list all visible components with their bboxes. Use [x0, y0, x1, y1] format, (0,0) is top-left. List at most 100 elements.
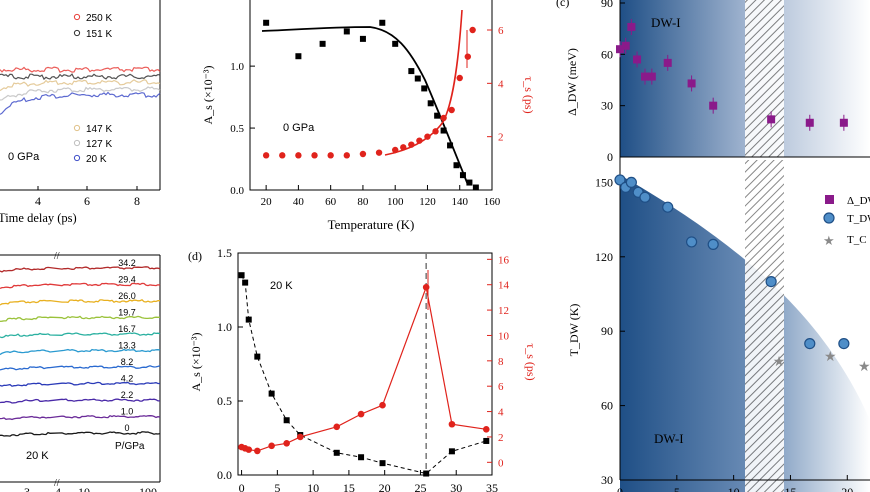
- panel-d-condition-label: 20 K: [270, 280, 293, 292]
- panel-b-tau-point: [343, 152, 350, 159]
- panel-bl-pressure-label: 4.2: [121, 374, 134, 384]
- panel-c-tdw-point: [838, 338, 850, 350]
- panel-b-x-tick-label: 140: [451, 196, 468, 208]
- panel-a-x-tick-label: 8: [134, 194, 140, 208]
- panel-c-bottom-x-tick-label: 0: [617, 485, 623, 492]
- panel-bl-trace-2.2: [0, 398, 161, 404]
- panel-c-bottom-x-tick-label: 5: [674, 485, 680, 492]
- panel-bl-legend-title: P/GPa: [115, 441, 145, 452]
- panel-d-tau-point: [296, 433, 304, 441]
- panel-d-right-y-tick-label: 16: [498, 254, 510, 266]
- panel-a-condition-label: 0 GPa: [8, 151, 40, 163]
- panel-bl-x-tick-label: 10: [78, 485, 90, 492]
- panel-b-as-point: [440, 127, 447, 134]
- panel-a: 250 K 151 K 147 K 127 K 20 K 0 GPa 4 6 8 Tim…: [0, 0, 161, 225]
- panel-b-right-y-ticks: 2 4 6: [487, 25, 504, 144]
- panel-c-delta-point: [641, 72, 649, 81]
- panel-d-tau-point: [333, 423, 341, 431]
- panel-b-as-point: [408, 68, 415, 75]
- panel-bl-trace-16.7: [0, 332, 161, 339]
- panel-c: (c) DW-I Δ_DW (meV) 0 30 60 90 T_DW (K) DW-…: [556, 0, 870, 492]
- panel-a-legend-marker: [73, 124, 81, 132]
- panel-d-tau-point: [357, 410, 365, 418]
- panel-d-tau-point: [422, 283, 430, 291]
- panel-d-y-tick-label: 1.5: [217, 246, 232, 260]
- panel-c-bottom-y-label: T_DW (K): [567, 304, 581, 357]
- panel-c-top-points: [616, 18, 848, 131]
- panel-a-trace-20K: [0, 91, 161, 115]
- panel-a-x-label: Time delay (ps): [0, 211, 77, 225]
- panel-c-delta-point: [647, 72, 656, 81]
- panel-b-as-point: [359, 35, 366, 42]
- panel-c-bottom-x-tick-label: 20: [841, 485, 853, 492]
- panel-b-as-point: [466, 179, 473, 186]
- panel-bl-axis-break-bottom: //: [54, 478, 60, 489]
- legend-star-marker: ★: [823, 233, 835, 248]
- panel-b-y-ticks: 0.0 0.5 1.0: [230, 61, 255, 197]
- panel-d-tau-point: [254, 447, 261, 455]
- panel-c-delta-point: [767, 115, 776, 124]
- panel-b-tau-point: [375, 149, 383, 156]
- panel-d-right-y-tick-label: 4: [498, 407, 504, 419]
- panel-d-right-y-tick-label: 10: [498, 330, 510, 342]
- panel-b-tau-point: [279, 152, 286, 159]
- panel-bl-trace-8.2: [0, 365, 161, 371]
- panel-c-bottom-region-label: DW-I: [654, 431, 684, 446]
- panel-b-tau-point: [456, 74, 463, 82]
- panel-a-trace-127K: [0, 86, 161, 101]
- panel-a-trace-151K: [0, 73, 161, 81]
- panel-d-right-y-label: τ_s (ps): [524, 343, 538, 380]
- panel-b-tau-point: [448, 106, 455, 114]
- legend-label-tdw: T_DW: [847, 213, 870, 225]
- panel-a-trace-250K: [0, 66, 161, 73]
- panel-b-tau-point: [295, 152, 302, 159]
- panel-d-x-tick-label: 35: [486, 481, 498, 492]
- panel-d-tau-point: [245, 446, 253, 453]
- panel-c-tdw-point: [765, 276, 777, 288]
- panel-d-as-point: [448, 448, 455, 455]
- panel-d-tau-point: [268, 442, 275, 450]
- panel-b-tau-point: [327, 152, 334, 159]
- panel-bl-pressure-label: 0: [124, 423, 129, 433]
- panel-a-legend: 250 K 151 K 147 K 127 K 20 K: [73, 13, 112, 165]
- panel-b-tau-point: [400, 144, 407, 151]
- panel-b-as-point: [453, 162, 460, 169]
- panel-b-frame: [249, 0, 493, 191]
- panel-bl-pressure-label: 29.4: [118, 275, 136, 285]
- panel-bl-pressure-label: 34.2: [118, 258, 136, 268]
- panel-bl-pressure-label: 19.7: [118, 308, 136, 318]
- panel-a-x-ticks: 4 6 8: [35, 186, 140, 208]
- panel-b-x-tick-label: 80: [357, 196, 369, 208]
- panel-d-tau-point: [283, 439, 290, 447]
- panel-c-bottom-y-tick-label: 150: [595, 175, 613, 189]
- panel-d-right-y-tick-label: 0: [498, 457, 504, 469]
- panel-b-as-point: [434, 112, 441, 119]
- panel-d-as-point: [254, 353, 261, 360]
- panel-d-x-tick-label: 25: [414, 481, 426, 492]
- panel-c-tc-point: ★: [824, 350, 837, 365]
- panel-d-as-point: [379, 460, 386, 467]
- panel-bl-pressure-label: 1.0: [121, 407, 134, 417]
- panel-d-x-tick-label: 15: [343, 481, 355, 492]
- panel-d-as-point: [483, 437, 490, 444]
- panel-b-as-point: [379, 19, 386, 26]
- panel-d-as-point: [245, 316, 252, 323]
- panel-bl-trace-26.0: [0, 299, 160, 306]
- panel-c-top-y-label: Δ_DW (meV): [565, 48, 579, 116]
- panel-bl-x-tick-label: 4: [55, 485, 61, 492]
- panel-c-top-y-tick-label: 0: [607, 150, 613, 164]
- panel-b-as-point: [392, 40, 399, 47]
- panel-c-tdw-point: [804, 338, 816, 350]
- panel-d-series: [238, 272, 490, 477]
- panel-d-as-line: [241, 274, 487, 475]
- panel-d-right-y-tick-label: 8: [498, 356, 504, 368]
- panel-b-tau-point: [359, 150, 367, 158]
- panel-c-delta-point: [839, 118, 848, 127]
- legend-square-marker: [825, 195, 834, 204]
- panel-b-tau-point: [424, 133, 431, 140]
- panel-bl-axis-break-top: //: [54, 251, 60, 262]
- panel-c-delta-point: [621, 41, 630, 50]
- panel-c-bottom-x-tick-label: 10: [728, 485, 740, 492]
- panel-b-right-y-tick-label: 6: [498, 25, 504, 37]
